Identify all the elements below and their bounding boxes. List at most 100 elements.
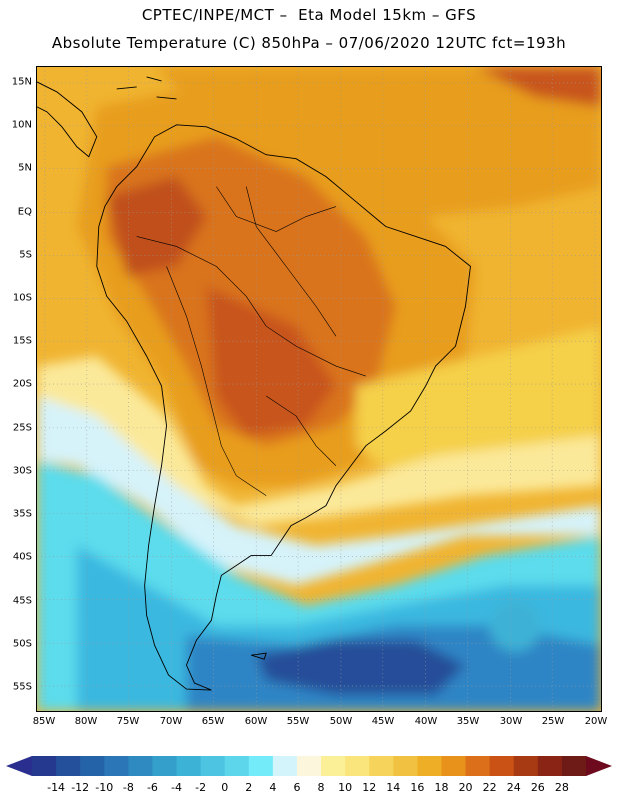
temperature-map[interactable] xyxy=(36,66,602,712)
colorbar-tick-label: 6 xyxy=(293,781,301,794)
lat-label: 40S xyxy=(12,551,32,563)
coastlines xyxy=(37,76,471,691)
colorbar-tick-label: 20 xyxy=(458,781,473,794)
colorbar-swatch xyxy=(441,756,467,776)
field-north-orange xyxy=(156,67,601,217)
colorbar-under-arrow xyxy=(6,756,32,776)
lon-label: 45W xyxy=(371,716,395,727)
colorbar-tick-label: 26 xyxy=(530,781,545,794)
field-cyan-swirl xyxy=(489,599,542,652)
lat-label: 35S xyxy=(12,508,32,520)
colorbar-tick-label: 22 xyxy=(482,781,497,794)
colorbar-over-arrow xyxy=(586,756,612,776)
colorbar-swatch xyxy=(321,756,346,776)
lon-label: 85W xyxy=(32,716,56,727)
colorbar-swatch xyxy=(248,756,274,776)
lon-label: 60W xyxy=(244,716,268,727)
colorbar-tick-label: -14 xyxy=(47,781,66,794)
lat-label: 45S xyxy=(12,595,32,607)
colorbar-tick-label: 0 xyxy=(221,781,229,794)
colorbar-tick-label: -8 xyxy=(122,781,134,794)
caribbean-islands xyxy=(116,76,177,100)
lat-label: 5S xyxy=(19,249,32,261)
lon-label: 40W xyxy=(414,716,438,727)
border-amazon xyxy=(136,236,366,377)
colorbar-tick-label: 8 xyxy=(317,781,325,794)
field-light-yellow xyxy=(37,356,601,526)
lon-label: 80W xyxy=(74,716,98,727)
colorbar-swatch xyxy=(369,756,394,776)
colorbar-swatch xyxy=(296,756,322,776)
colorbar-tick-label: 12 xyxy=(362,781,377,794)
colorbar-tick-label: 24 xyxy=(506,781,521,794)
colorbar-tick-label: 14 xyxy=(386,781,401,794)
lon-label: 35W xyxy=(456,716,480,727)
lat-label: 50S xyxy=(12,638,32,650)
colorbar-swatch xyxy=(200,756,226,776)
field-northeast-hot xyxy=(475,67,601,107)
border-north xyxy=(216,186,337,232)
lat-label: 10S xyxy=(12,292,32,304)
lat-label: 15S xyxy=(12,335,32,347)
lat-label: EQ xyxy=(17,206,32,218)
lat-label: 25S xyxy=(12,422,32,434)
lon-label: 20W xyxy=(584,716,608,727)
colorbar-swatch xyxy=(32,756,57,776)
south-america-coast xyxy=(96,124,471,691)
lon-label: 25W xyxy=(541,716,565,727)
falkland-islands xyxy=(251,652,267,660)
central-america-coast xyxy=(37,81,98,158)
field-ice-band xyxy=(37,395,601,586)
lat-label: 30S xyxy=(12,465,32,477)
colorbar-tick-label: 28 xyxy=(554,781,569,794)
lat-label: 15N xyxy=(11,76,32,88)
colorbar-tick-label: -6 xyxy=(146,781,158,794)
country-borders xyxy=(136,186,366,496)
colorbar-swatch xyxy=(465,756,491,776)
lon-label: 70W xyxy=(159,716,183,727)
colorbar-swatch xyxy=(152,756,178,776)
border-andes xyxy=(166,266,267,496)
lon-label: 65W xyxy=(201,716,225,727)
colorbar-swatch xyxy=(537,756,563,776)
map-title-line-1: CPTEC/INPE/MCT – Eta Model 15km – GFS xyxy=(141,6,477,24)
colorbar-swatch xyxy=(128,756,153,776)
colorbar-tick-label: -2 xyxy=(195,781,207,794)
border-south xyxy=(266,395,337,466)
colorbar-tick-label: -12 xyxy=(71,781,90,794)
colorbar-tick-label: 4 xyxy=(269,781,277,794)
colorbar-swatch xyxy=(56,756,81,776)
lon-label: 30W xyxy=(499,716,523,727)
colorbar-swatch xyxy=(513,756,539,776)
colorbar-swatch xyxy=(345,756,370,776)
colorbar-swatch xyxy=(489,756,515,776)
map-title-line-2: Absolute Temperature (C) 850hPa – 07/06/… xyxy=(51,34,567,52)
field-deep-blue-low xyxy=(256,640,466,696)
colorbar-swatch xyxy=(80,756,105,776)
lat-label: 10N xyxy=(11,119,32,131)
colorbar-swatch xyxy=(104,756,129,776)
lon-label: 75W xyxy=(116,716,140,727)
colorbar-swatch xyxy=(176,756,202,776)
colorbar-tick-label: -10 xyxy=(95,781,114,794)
colorbar-swatch xyxy=(561,756,587,776)
lon-label: 55W xyxy=(286,716,310,727)
colorbar-tick-label: 18 xyxy=(434,781,449,794)
colorbar-tick-label: 2 xyxy=(245,781,253,794)
field-hot-core-central xyxy=(206,286,336,436)
lat-label: 5N xyxy=(18,162,32,174)
colorbar-swatch xyxy=(272,756,298,776)
colorbar-swatch xyxy=(417,756,442,776)
border-central xyxy=(245,186,337,337)
colorbar-tick-label: -4 xyxy=(171,781,182,794)
colorbar-tick-label: 10 xyxy=(338,781,353,794)
temperature-colorbar xyxy=(6,756,612,776)
temperature-field xyxy=(37,67,601,711)
lat-label: 20S xyxy=(12,378,32,390)
colorbar-tick-label: 16 xyxy=(410,781,425,794)
field-hot-core-amazon xyxy=(106,176,207,277)
colorbar-swatch xyxy=(224,756,250,776)
field-yellow-belt xyxy=(355,326,601,476)
lon-label: 50W xyxy=(329,716,353,727)
lat-label: 55S xyxy=(12,681,32,693)
